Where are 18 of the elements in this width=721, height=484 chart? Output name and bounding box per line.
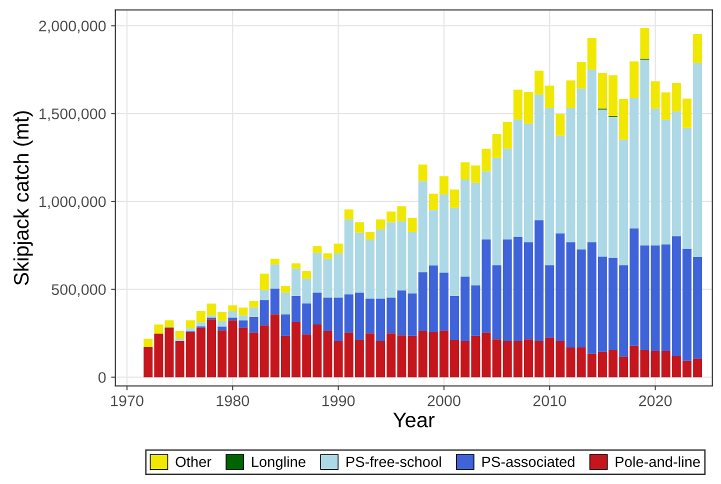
x-tick-label: 1980 — [216, 395, 250, 406]
legend-label: PS-free-school — [346, 456, 441, 468]
y-tick-label: 1,000,000 — [40, 196, 106, 209]
x-tick-label: 1970 — [111, 395, 144, 406]
x-tick-label: 2010 — [533, 395, 566, 406]
x-tick-label: 2000 — [428, 395, 460, 406]
x-axis-title: Year — [393, 412, 435, 428]
y-tick-label: 1,500,000 — [40, 108, 106, 122]
x-tick-label: 1990 — [322, 395, 355, 406]
y-tick-label: 0 — [98, 372, 106, 383]
y-tick-label: 2,000,000 — [39, 20, 106, 34]
legend-label: Other — [176, 456, 212, 468]
legend-label: Longline — [252, 456, 306, 470]
y-axis-title: Skipjack catch (mt) — [13, 111, 33, 285]
x-tick-label: 2020 — [639, 395, 672, 406]
legend-label: Pole-and-line — [616, 456, 700, 468]
legend-label: PS-associated — [482, 456, 574, 468]
y-tick-label: 500,000 — [52, 284, 106, 297]
